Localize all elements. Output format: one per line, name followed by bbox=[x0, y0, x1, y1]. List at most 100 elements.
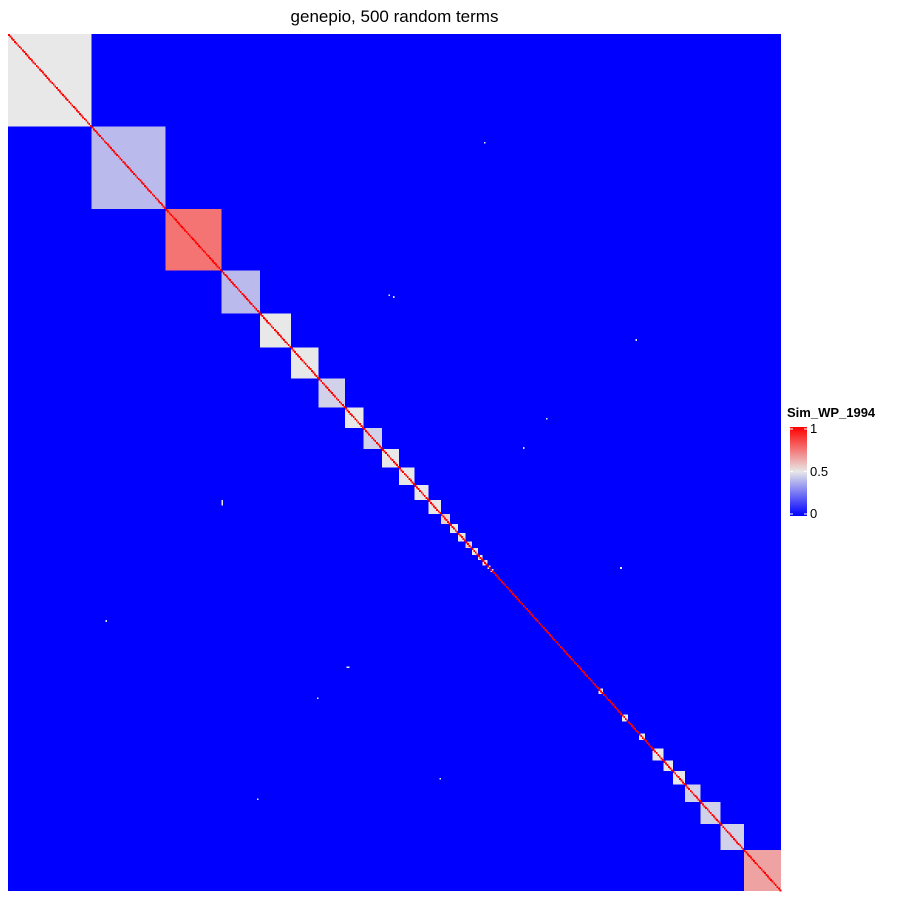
heatmap-diagonal-cell bbox=[610, 702, 613, 705]
heatmap-diagonal-cell bbox=[601, 692, 604, 695]
heatmap-diagonal-cell bbox=[399, 467, 401, 470]
heatmap-diagonal-cell bbox=[505, 585, 508, 588]
heatmap-diagonal-cell bbox=[464, 539, 466, 542]
heatmap-diagonal-cell bbox=[176, 220, 179, 223]
heatmap-diagonal-cell bbox=[556, 642, 559, 645]
heatmap-diagonal-cell bbox=[111, 148, 114, 151]
heatmap-diagonal-cell bbox=[563, 649, 565, 652]
heatmap-diagonal-cell bbox=[116, 153, 119, 156]
heatmap-diagonal-cell bbox=[18, 45, 21, 49]
heatmap-diagonal-cell bbox=[368, 433, 371, 436]
heatmap-diagonal-cell bbox=[278, 333, 281, 336]
heatmap-diagonal-cell bbox=[511, 592, 514, 595]
heatmap-diagonal-cell bbox=[504, 584, 507, 587]
heatmap-diagonal-cell bbox=[303, 361, 306, 364]
heatmap-diagonal-cell bbox=[725, 829, 728, 832]
heatmap-diagonal-cell bbox=[677, 776, 680, 779]
heatmap-diagonal-cell bbox=[131, 171, 134, 174]
heatmap-diagonal-cell bbox=[301, 359, 304, 362]
heatmap-diagonal-cell bbox=[136, 176, 139, 179]
heatmap-diagonal-cell bbox=[202, 249, 205, 252]
heatmap-diagonal-cell bbox=[397, 465, 400, 468]
heatmap-diagonal-cell bbox=[462, 537, 465, 540]
heatmap-diagonal-cell bbox=[178, 222, 180, 225]
heatmap-diagonal-cell bbox=[114, 152, 117, 155]
legend-tick-label: 0.5 bbox=[810, 463, 829, 479]
heatmap-diagonal-cell bbox=[703, 805, 706, 808]
heatmap-cell bbox=[546, 417, 548, 420]
heatmap-diagonal-cell bbox=[212, 260, 214, 263]
heatmap-diagonal-cell bbox=[318, 378, 321, 381]
heatmap-diagonal-cell bbox=[277, 332, 279, 335]
heatmap-diagonal-cell bbox=[479, 556, 482, 559]
heatmap-diagonal-cell bbox=[352, 416, 355, 419]
heatmap-diagonal-cell bbox=[584, 673, 587, 676]
heatmap-diagonal-cell bbox=[742, 848, 745, 851]
heatmap-diagonal-cell bbox=[695, 796, 698, 799]
heatmap-diagonal-cell bbox=[519, 601, 522, 604]
heatmap-diagonal-cell bbox=[431, 503, 434, 506]
heatmap-diagonal-cell bbox=[258, 311, 261, 314]
heatmap-diagonal-cell bbox=[185, 231, 188, 234]
heatmap-diagonal-cell bbox=[552, 637, 555, 640]
heatmap-diagonal-cell bbox=[300, 357, 303, 360]
heatmap-diagonal-cell bbox=[733, 837, 735, 840]
heatmap-diagonal-cell bbox=[538, 621, 541, 624]
heatmap-diagonal-cell bbox=[654, 750, 657, 753]
heatmap-diagonal-cell bbox=[694, 795, 697, 798]
heatmap-diagonal-cell bbox=[88, 123, 91, 126]
heatmap-diagonal-cell bbox=[162, 205, 165, 208]
heatmap-diagonal-cell bbox=[199, 246, 202, 249]
heatmap-diagonal-cell bbox=[583, 671, 585, 674]
heatmap-diagonal-cell bbox=[79, 112, 81, 115]
heatmap-diagonal-cell bbox=[314, 373, 316, 376]
heatmap-plot-area bbox=[8, 34, 782, 892]
heatmap-diagonal-cell bbox=[689, 789, 692, 792]
heatmap-diagonal-cell bbox=[757, 865, 760, 868]
heatmap-diagonal-cell bbox=[668, 765, 670, 768]
heatmap-diagonal-cell bbox=[119, 157, 122, 160]
heatmap-diagonal-cell bbox=[529, 611, 531, 614]
heatmap-diagonal-cell bbox=[66, 99, 69, 102]
heatmap-diagonal-cell bbox=[705, 807, 708, 810]
heatmap-diagonal-cell bbox=[69, 102, 72, 105]
heatmap-diagonal-cell bbox=[740, 846, 743, 849]
heatmap-diagonal-cell bbox=[374, 440, 377, 443]
heatmap-diagonal-cell bbox=[501, 580, 504, 583]
heatmap-diagonal-cell bbox=[281, 337, 284, 340]
heatmap-diagonal-cell bbox=[688, 788, 691, 791]
heatmap-diagonal-cell bbox=[403, 472, 406, 475]
heatmap-diagonal-cell bbox=[581, 669, 584, 672]
heatmap-diagonal-cell bbox=[386, 453, 389, 456]
legend-tick-label: 1 bbox=[810, 421, 818, 436]
heatmap-diagonal-cell bbox=[717, 820, 720, 823]
heatmap-diagonal-cell bbox=[487, 565, 490, 568]
heatmap-diagonal-cell bbox=[728, 832, 731, 835]
heatmap-diagonal-cell bbox=[26, 54, 29, 57]
heatmap-diagonal-cell bbox=[644, 740, 647, 743]
heatmap-diagonal-cell bbox=[289, 345, 292, 348]
heatmap-diagonal-cell bbox=[499, 579, 502, 582]
heatmap-diagonal-cell bbox=[651, 747, 653, 750]
heatmap-diagonal-cell bbox=[256, 309, 259, 312]
heatmap-cell bbox=[346, 666, 349, 669]
heatmap-diagonal-cell bbox=[409, 479, 412, 482]
heatmap-diagonal-cell bbox=[570, 657, 573, 660]
heatmap-diagonal-cell bbox=[573, 661, 576, 664]
heatmap-diagonal-cell bbox=[108, 145, 111, 148]
heatmap-diagonal-cell bbox=[287, 344, 290, 347]
heatmap-diagonal-cell bbox=[680, 779, 683, 782]
heatmap-diagonal-cell bbox=[102, 138, 105, 141]
heatmap-diagonal-cell bbox=[334, 395, 337, 398]
heatmap-diagonal-cell bbox=[157, 200, 160, 203]
heatmap-diagonal-cell bbox=[773, 882, 776, 885]
heatmap-diagonal-cell bbox=[457, 532, 460, 535]
heatmap-diagonal-cell bbox=[706, 808, 709, 811]
heatmap-diagonal-cell bbox=[525, 608, 528, 611]
heatmap-diagonal-cell bbox=[465, 541, 468, 544]
heatmap-diagonal-cell bbox=[632, 726, 635, 729]
heatmap-diagonal-cell bbox=[708, 810, 711, 813]
heatmap-diagonal-cell bbox=[298, 356, 301, 359]
heatmap-cell bbox=[522, 447, 525, 449]
heatmap-diagonal-cell bbox=[241, 292, 244, 295]
